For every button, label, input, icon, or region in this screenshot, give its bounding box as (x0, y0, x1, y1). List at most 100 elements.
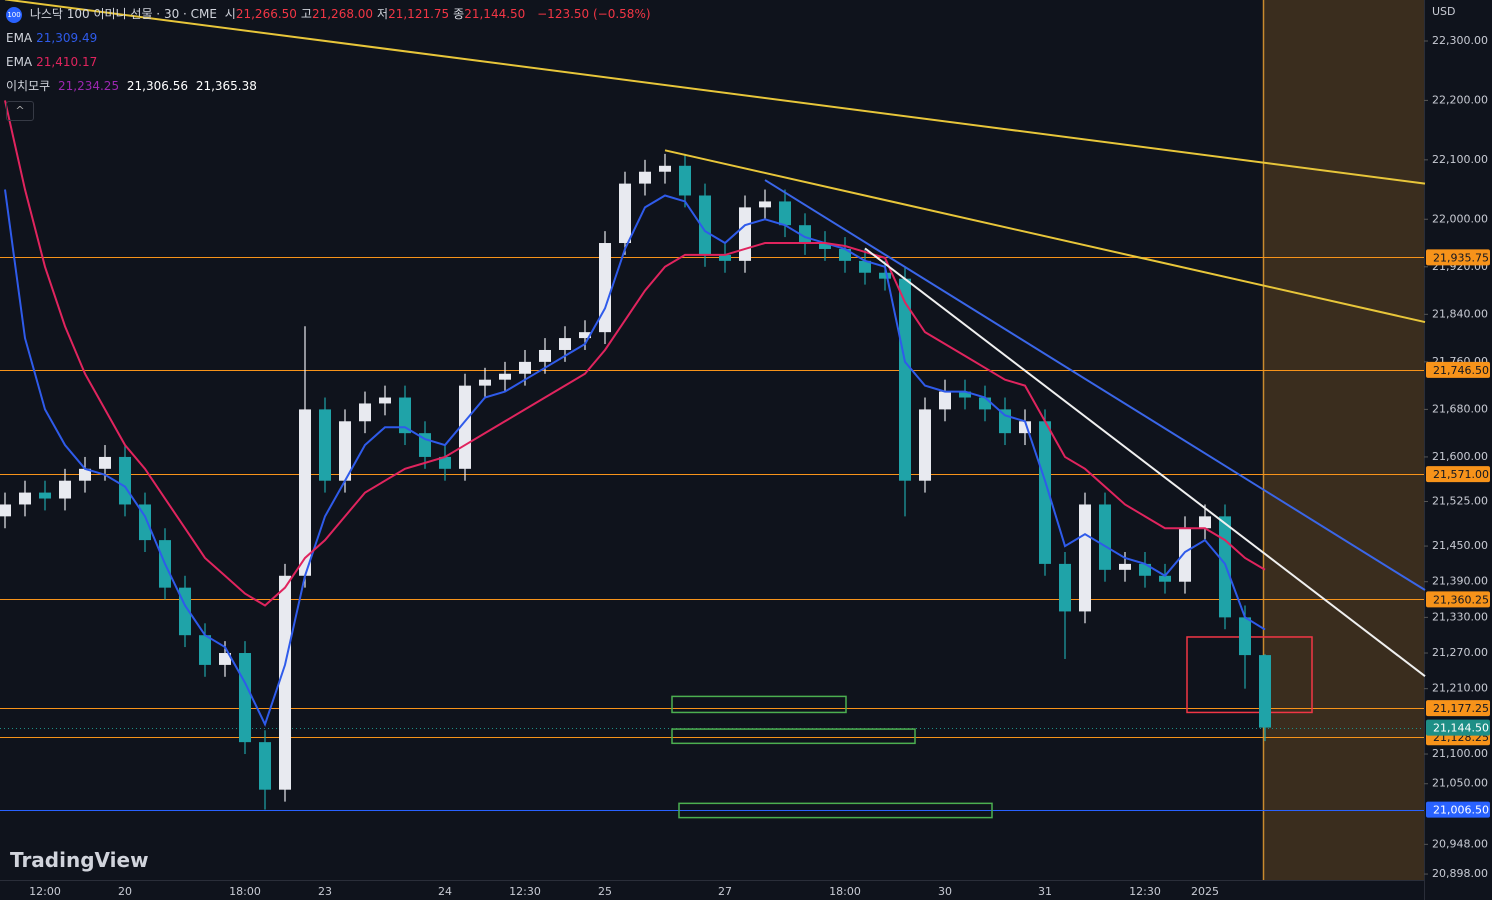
candle-body (259, 742, 271, 790)
candle-body (59, 480, 71, 499)
price-badge (1426, 361, 1490, 378)
indicator-value: 21,234.25 (58, 79, 120, 93)
ohlc: 시21,266.50 고21,268.00 저21,121.75 종21,144.50 (225, 7, 530, 21)
zone-box (671, 695, 847, 714)
ema-line (4, 189, 1266, 727)
x-tick-label: 27 (718, 885, 732, 898)
trend-line (864, 247, 1426, 677)
y-tick-label: 22,100.00 (1432, 153, 1488, 166)
candle-body (639, 171, 651, 184)
price-badge-label: 21,746.50 (1433, 364, 1489, 377)
candle-body (659, 165, 671, 172)
ohlc-label: 저 (377, 7, 389, 21)
candle-body (379, 397, 391, 404)
candle-body (1079, 504, 1091, 612)
candle-body (599, 243, 611, 333)
candle-body (859, 260, 871, 273)
symbol-row: 100 나스닥 100 이미니 선물 · 30 · CME 시21,266.50… (6, 2, 655, 26)
y-tick-label: 20,948.00 (1432, 837, 1488, 850)
trend-line (4, 0, 1426, 185)
candle-body (959, 391, 971, 398)
indicator-row: EMA 21,410.17 (6, 50, 655, 74)
candle-body (299, 409, 311, 576)
candle-body (439, 456, 451, 469)
y-tick-label: 21,390.00 (1432, 575, 1488, 588)
y-tick-label: 21,450.00 (1432, 539, 1488, 552)
candle-body (479, 379, 491, 386)
candle-body (899, 278, 911, 481)
x-tick-label: 18:00 (829, 885, 861, 898)
indicator-value: 21,365.38 (195, 79, 257, 93)
candle-body (39, 492, 51, 499)
candle-body (199, 635, 211, 665)
watermark: TradingView (10, 848, 149, 872)
indicator-value: 21,309.49 (36, 31, 98, 45)
candle-body (1119, 563, 1131, 570)
x-tick-label: 2025 (1191, 885, 1219, 898)
x-tick-label: 20 (118, 885, 132, 898)
x-tick-label: 25 (598, 885, 612, 898)
indicator-name: EMA (6, 55, 33, 69)
collapse-button[interactable]: ^ (6, 101, 34, 121)
x-tick-label: 24 (438, 885, 452, 898)
candle-body (1039, 421, 1051, 564)
candle-body (119, 456, 131, 505)
candle-body (1219, 516, 1231, 618)
price-badge (1426, 719, 1490, 736)
x-tick-label: 18:00 (229, 885, 261, 898)
y-tick-label: 21,100.00 (1432, 747, 1488, 760)
candle-body (1019, 421, 1031, 434)
y-tick-label: 21,840.00 (1432, 307, 1488, 320)
ohlc-label: 시 (224, 7, 236, 21)
x-tick-label: 30 (938, 885, 952, 898)
candle-body (579, 332, 591, 339)
candle-body (499, 373, 511, 380)
candle-body (779, 201, 791, 226)
change: −123.50 (−0.58%) (537, 7, 651, 21)
candle-body (1159, 575, 1171, 582)
ohlc-value: 21,266.50 (235, 7, 297, 21)
symbol-icon: 100 (6, 6, 22, 23)
y-tick-label: 21,600.00 (1432, 450, 1488, 463)
trend-line (664, 149, 1426, 324)
price-axis (1424, 0, 1492, 900)
candle-body (319, 409, 331, 481)
price-badge-label: 21,360.25 (1433, 593, 1489, 606)
y-tick-label: 21,050.00 (1432, 777, 1488, 790)
y-tick-label: 22,200.00 (1432, 93, 1488, 106)
candle-body (19, 492, 31, 505)
candle-body (1059, 563, 1071, 612)
ohlc-label: 고 (300, 7, 312, 21)
candle-body (0, 504, 11, 517)
price-badge (1426, 591, 1490, 608)
candle-body (339, 421, 351, 481)
candle-body (239, 653, 251, 743)
candle-body (719, 254, 731, 261)
price-badge-label: 21,177.25 (1433, 702, 1489, 715)
plot-bg (0, 0, 1424, 880)
candle-body (519, 361, 531, 374)
ohlc-value: 21,121.75 (388, 7, 450, 21)
candle-body (559, 338, 571, 350)
candle-body (699, 195, 711, 255)
price-badge-label: 21,144.50 (1433, 722, 1489, 735)
price-badge (1426, 801, 1490, 818)
price-badge (1426, 249, 1490, 266)
candle-body (879, 272, 891, 279)
y-tick-label: 21,270.00 (1432, 646, 1488, 659)
y-tick-label: 21,680.00 (1432, 402, 1488, 415)
price-badge-label: 21,006.50 (1433, 804, 1489, 817)
candle-body (1259, 655, 1271, 728)
candle-body (999, 409, 1011, 434)
indicator-name: EMA (6, 31, 33, 45)
y-tick-label: 20,898.00 (1432, 867, 1488, 880)
x-tick-label: 31 (1038, 885, 1052, 898)
ohlc-value: 21,268.00 (311, 7, 374, 21)
ohlc-value: 21,144.50 (464, 7, 526, 21)
price-badge-label: 21,935.75 (1433, 251, 1489, 264)
y-tick-label: 21,525.00 (1432, 494, 1488, 507)
candle-body (399, 397, 411, 434)
indicator-value: 21,410.17 (36, 55, 98, 69)
x-tick-label: 12:00 (29, 885, 61, 898)
